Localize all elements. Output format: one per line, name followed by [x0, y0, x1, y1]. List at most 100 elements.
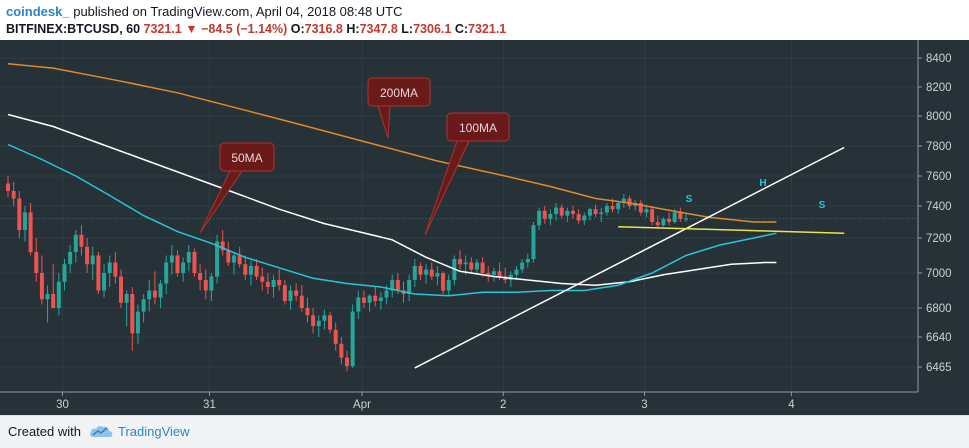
candle-body — [593, 209, 598, 214]
candle-body — [181, 262, 186, 273]
candle-body — [367, 295, 372, 303]
candle-body — [537, 210, 542, 226]
candle-body — [531, 225, 536, 259]
candle-body — [520, 262, 525, 270]
ohlc-low-value: 7306.1 — [413, 22, 452, 36]
price-chart[interactable]: 50MA 100MA 200MA S H S 8400 8200 8000 7800 7600 740… — [0, 40, 969, 415]
candle-body — [373, 295, 378, 301]
candle-body — [604, 206, 609, 213]
candle-body — [361, 297, 366, 303]
y-tick-label: 7800 — [926, 141, 952, 153]
candle-body — [486, 273, 491, 275]
ohlc-open-value: 7316.8 — [304, 22, 343, 36]
candle-body — [311, 315, 316, 327]
chart-background — [0, 40, 969, 415]
candle-body — [164, 262, 169, 284]
callout-box — [446, 112, 510, 142]
candle-body — [571, 210, 575, 214]
candle-body — [6, 183, 10, 191]
candle-body — [390, 280, 395, 291]
candle-body — [237, 255, 242, 265]
candle-body — [265, 281, 270, 287]
callout-label-50ma: 50MA — [231, 151, 262, 165]
candle-body — [429, 269, 434, 277]
candle-body — [316, 320, 321, 327]
candle-body — [158, 283, 163, 298]
candle-body — [305, 308, 310, 316]
candle-body — [288, 290, 293, 301]
candle-body — [186, 252, 191, 263]
candle-body — [418, 266, 423, 275]
symbol-label: BITFINEX:BTCUSD, 60 — [6, 22, 141, 36]
support-line — [618, 226, 845, 234]
candle-body — [299, 295, 304, 308]
y-tick-label: 8200 — [926, 82, 952, 94]
candle-body — [203, 280, 208, 291]
x-tick-label: Apr — [353, 399, 371, 411]
y-tick-label: 6800 — [926, 303, 952, 315]
candle-body — [141, 299, 146, 312]
y-tick-label: 8000 — [926, 111, 952, 123]
candle-body — [345, 357, 349, 367]
candle-body — [192, 252, 197, 273]
callout-label-100ma: 100MA — [459, 121, 497, 135]
created-with-text: Created with — [8, 424, 81, 439]
candle-body — [542, 210, 547, 219]
pattern-label: S — [686, 194, 693, 205]
candle-body — [684, 218, 688, 220]
candle-body — [412, 266, 417, 280]
candle-body — [152, 290, 157, 298]
candle-body — [474, 262, 479, 270]
published-text: published on TradingView.com, April 04, … — [73, 4, 403, 19]
publish-info: coindesk_ published on TradingView.com, … — [6, 4, 403, 19]
tradingview-cloud-icon — [90, 425, 113, 437]
candle-body — [678, 212, 683, 219]
author-link[interactable]: coindesk_ — [6, 4, 70, 19]
candle-body — [525, 259, 530, 263]
y-tick-label: 8400 — [926, 53, 952, 65]
candle-body — [34, 252, 39, 273]
candle-body — [209, 276, 214, 291]
candle-body — [11, 191, 16, 199]
chart-header: coindesk_ published on TradingView.com, … — [0, 0, 969, 40]
chart-area[interactable]: 50MA 100MA 200MA S H S 8400 8200 8000 7800 7600 740… — [0, 40, 969, 415]
ma50-line — [7, 143, 777, 297]
candle-body — [469, 262, 474, 270]
candle-body — [322, 315, 327, 321]
candle-body — [559, 207, 564, 216]
candle-body — [277, 280, 282, 286]
candle-body — [282, 285, 287, 301]
tradingview-brand-link[interactable]: TradingView — [118, 424, 190, 439]
y-tick-label: 7600 — [926, 171, 952, 183]
candle-body — [56, 281, 61, 308]
candle-body — [672, 212, 677, 222]
candle-body — [514, 269, 519, 275]
candle-body — [424, 269, 429, 275]
price-change: −84.5 (−1.14%) — [201, 22, 288, 36]
candle-body — [497, 271, 502, 277]
candle-body — [220, 241, 225, 251]
x-tick-label: 31 — [203, 399, 216, 411]
pattern-label: H — [759, 178, 766, 189]
y-tick-label: 7200 — [926, 233, 952, 245]
candle-body — [107, 262, 112, 273]
candle-body — [45, 294, 50, 300]
x-tick-label: 2 — [500, 399, 506, 411]
candle-body — [441, 273, 446, 291]
candle-body — [169, 255, 174, 263]
candle-body — [243, 264, 248, 275]
ohlc-low-label: L: — [401, 22, 414, 36]
candle-body — [17, 198, 22, 230]
ohlc-close-value: 7321.1 — [468, 22, 507, 36]
candle-body — [271, 280, 276, 287]
candle-body — [378, 297, 383, 301]
candle-body — [85, 246, 90, 265]
candle-body — [480, 262, 485, 273]
pattern-label: S — [819, 200, 826, 211]
y-tick-label: 6640 — [926, 332, 952, 344]
candle-body — [548, 214, 553, 219]
candle-body — [73, 234, 78, 252]
candle-body — [650, 209, 655, 222]
y-tick-label: 6465 — [926, 362, 952, 374]
candle-body — [350, 311, 355, 367]
